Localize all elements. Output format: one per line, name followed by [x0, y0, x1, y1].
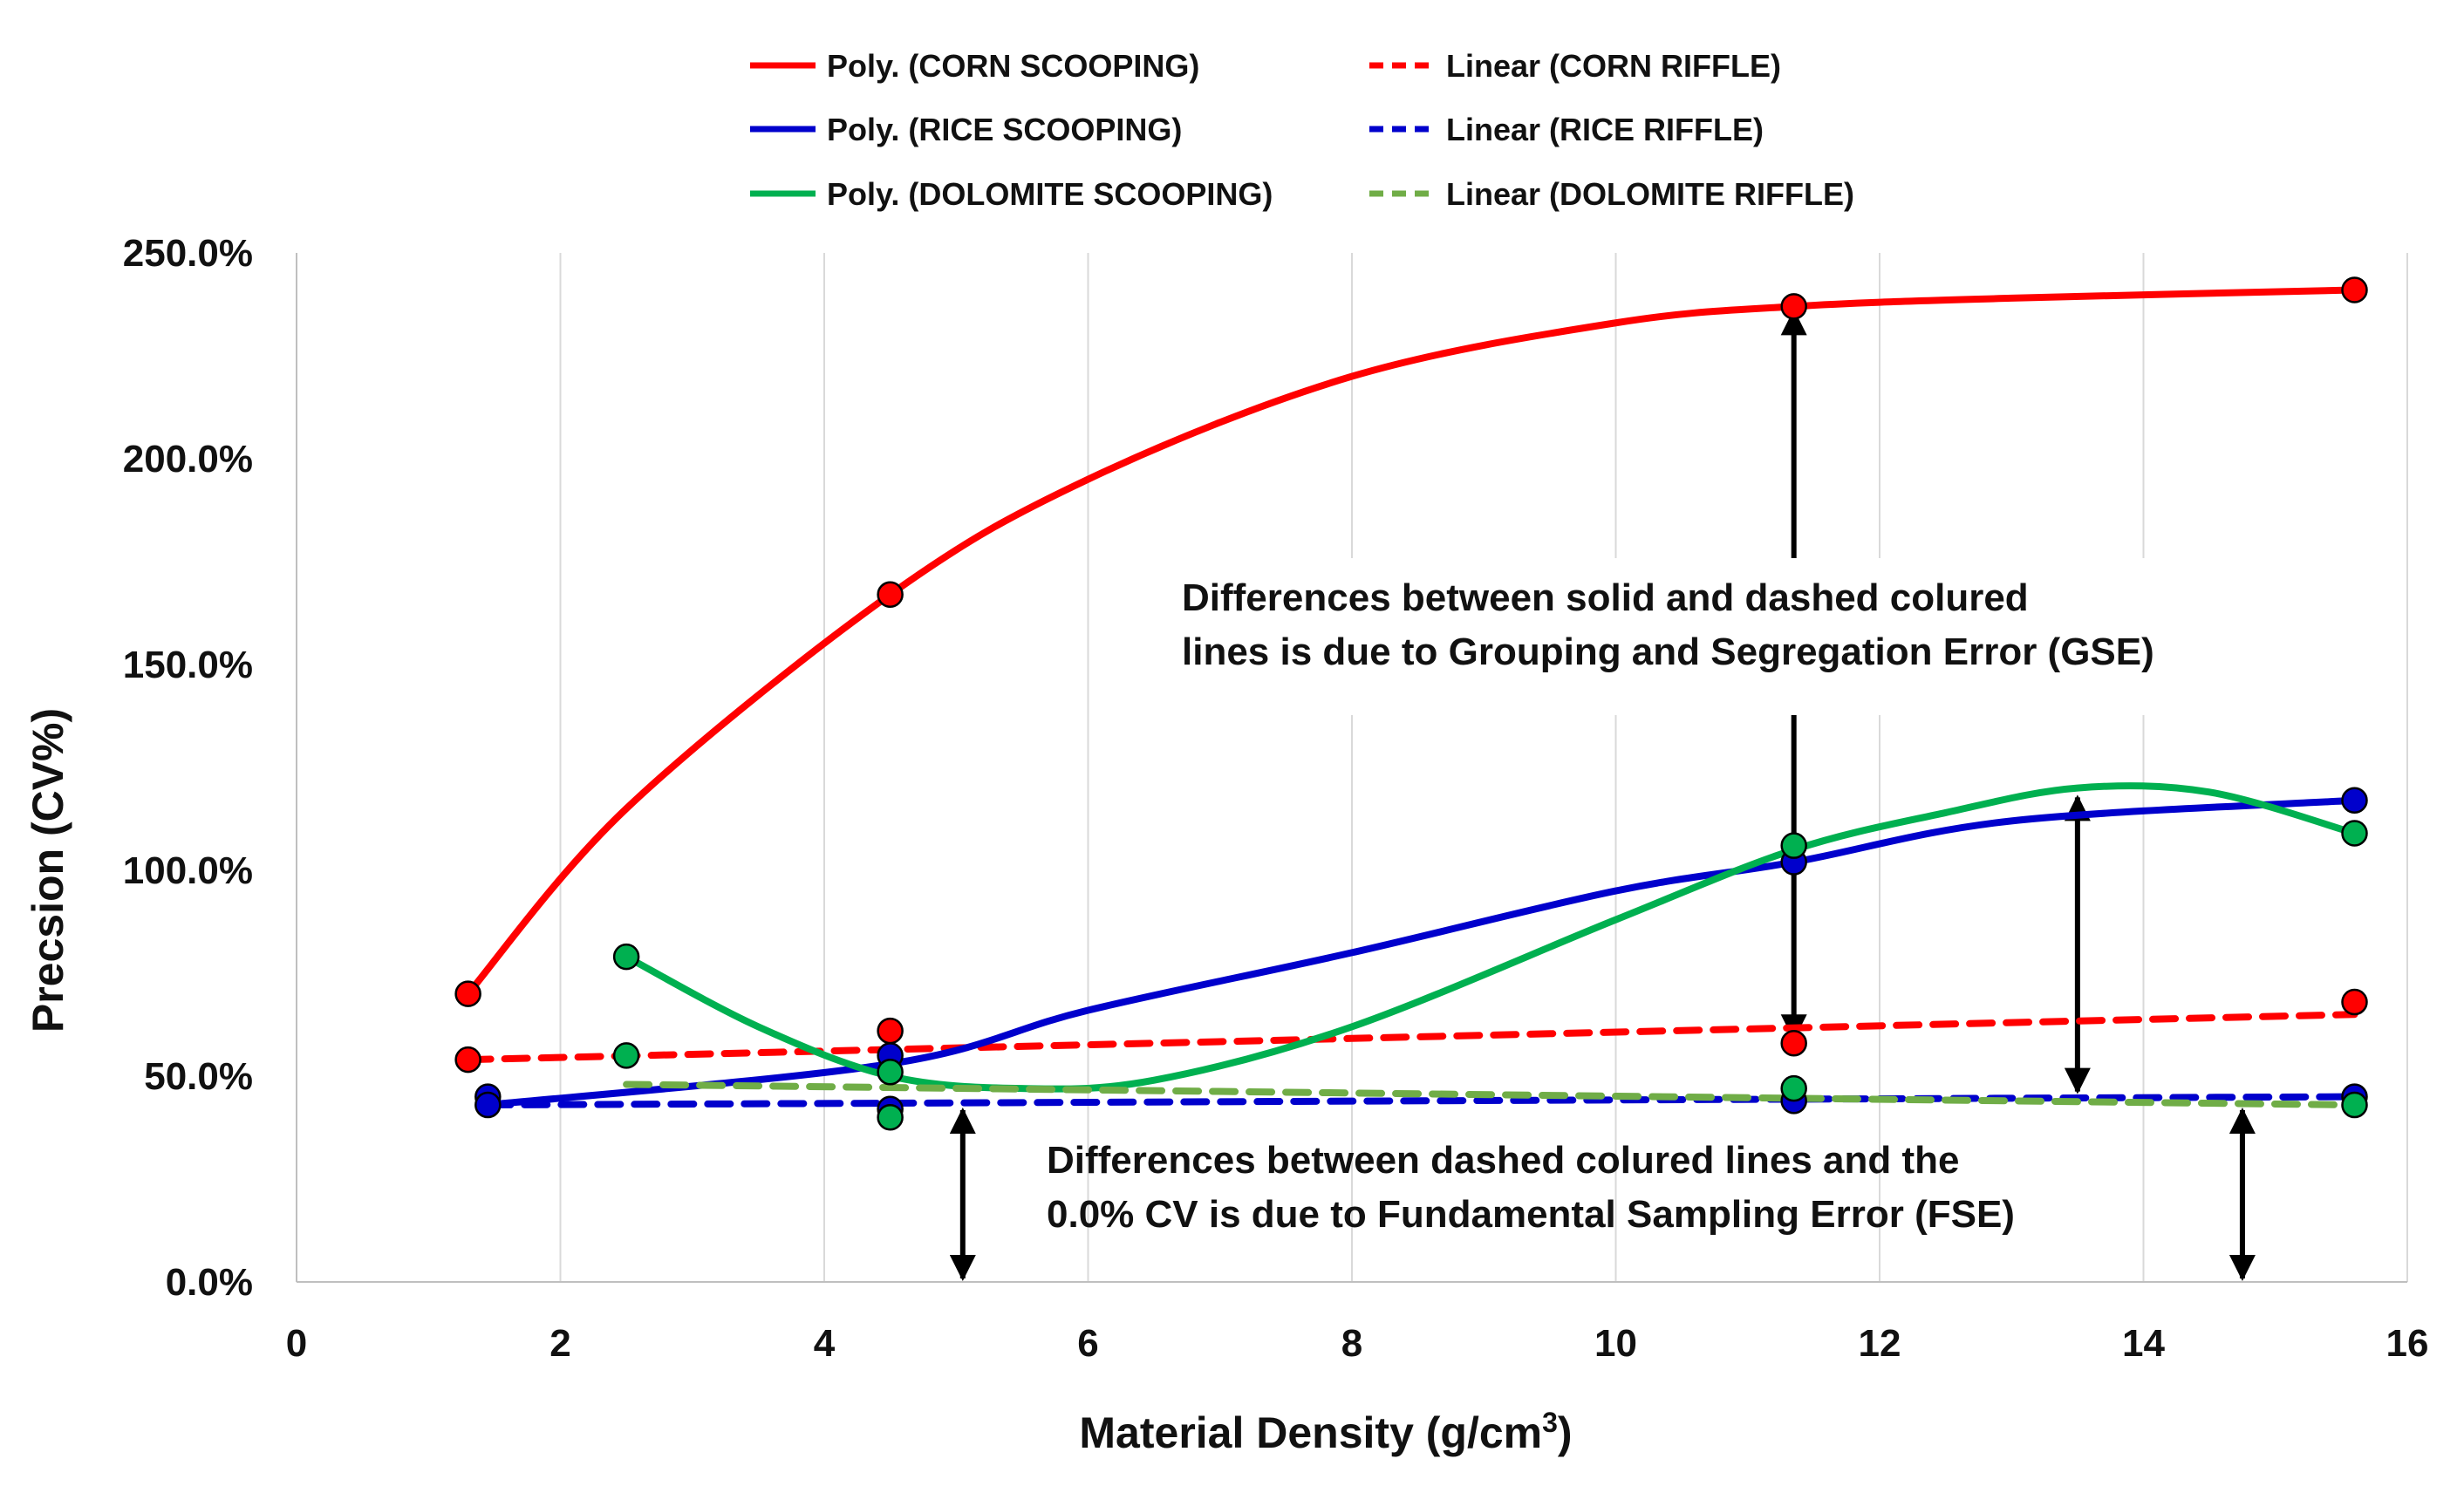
- linear-rice-riffle: [484, 1093, 2358, 1109]
- dolomite-riffle-point: [877, 1103, 904, 1131]
- y-tick-label: 0.0%: [166, 1261, 253, 1304]
- rice-scooping-point: [2341, 787, 2368, 815]
- fse-annotation-line: Differences between dashed colured lines…: [1047, 1139, 1960, 1182]
- dolomite-scooping-point: [2341, 820, 2368, 847]
- y-tick-label: 100.0%: [123, 849, 253, 892]
- corn-riffle-point: [877, 1017, 904, 1045]
- axes: 0.0% 50.0% 100.0% 150.0% 200.0% 250.0% 0 2 4 6 8 10…: [123, 232, 2429, 1365]
- corn-scooping-point: [454, 980, 481, 1007]
- gse-annotation-line: lines is due to Grouping and Segregation…: [1182, 631, 2154, 673]
- legend: Poly. (CORN SCOOPING) Linear (CORN RIFFLE…: [750, 48, 1854, 212]
- y-tick-label: 150.0%: [123, 644, 253, 686]
- legend-label: Poly. (DOLOMITE SCOOPING): [827, 176, 1273, 212]
- y-tick-label: 50.0%: [144, 1055, 253, 1098]
- x-tick-label: 4: [814, 1322, 836, 1365]
- dolomite-scooping-point: [612, 943, 640, 971]
- y-axis-title: Precsion (CV%): [24, 708, 72, 1033]
- x-tick-label: 0: [286, 1322, 307, 1365]
- legend-label: Poly. (RICE SCOOPING): [827, 112, 1182, 147]
- x-axis-title: Material Density (g/cm3): [1079, 1407, 1572, 1457]
- legend-label: Linear (CORN RIFFLE): [1446, 48, 1781, 84]
- grid: [559, 253, 2408, 1282]
- gse-annotation-background: [1169, 558, 2303, 715]
- rice-riffle-point: [474, 1091, 502, 1119]
- legend-label: Linear (RICE RIFFLE): [1446, 112, 1764, 147]
- corn-scooping-point: [877, 581, 904, 609]
- linear-corn-riffle: [464, 1011, 2358, 1064]
- corn-riffle-point: [454, 1046, 481, 1074]
- x-tick-label: 16: [2386, 1322, 2429, 1365]
- gse-annotation-line: Differences between solid and dashed col…: [1182, 576, 2029, 619]
- x-tick-label: 12: [1859, 1322, 1901, 1365]
- y-tick-label: 250.0%: [123, 232, 253, 275]
- x-tick-label: 10: [1594, 1322, 1637, 1365]
- linear-dolomite-riffle: [623, 1080, 2358, 1109]
- y-tick-label: 200.0%: [123, 438, 253, 481]
- fse-annotation-line: 0.0% CV is due to Fundamental Sampling E…: [1047, 1193, 2015, 1236]
- fse-annotation: Differences between dashed colured lines…: [1047, 1139, 2015, 1236]
- poly-corn-scooping: [464, 286, 2358, 998]
- corn-scooping-point: [1780, 293, 1807, 320]
- gse-annotation: Differences between solid and dashed col…: [1182, 576, 2154, 673]
- x-tick-label: 6: [1077, 1322, 1098, 1365]
- data-points: [454, 276, 2368, 1131]
- corn-scooping-point: [2341, 276, 2368, 303]
- corn-riffle-point: [1780, 1029, 1807, 1057]
- x-tick-label: 2: [549, 1322, 570, 1365]
- legend-label: Linear (DOLOMITE RIFFLE): [1446, 176, 1854, 212]
- dolomite-scooping-point: [877, 1059, 904, 1086]
- corn-riffle-point: [2341, 988, 2368, 1016]
- x-tick-label: 14: [2122, 1322, 2165, 1365]
- dolomite-riffle-point: [1780, 1074, 1807, 1102]
- dolomite-scooping-point: [1780, 832, 1807, 859]
- annotations: Differences between solid and dashed col…: [1047, 558, 2303, 1236]
- x-tick-label: 8: [1341, 1322, 1362, 1365]
- legend-label: Poly. (CORN SCOOPING): [827, 48, 1199, 84]
- dolomite-riffle-point: [612, 1042, 640, 1069]
- dolomite-riffle-point: [2341, 1091, 2368, 1119]
